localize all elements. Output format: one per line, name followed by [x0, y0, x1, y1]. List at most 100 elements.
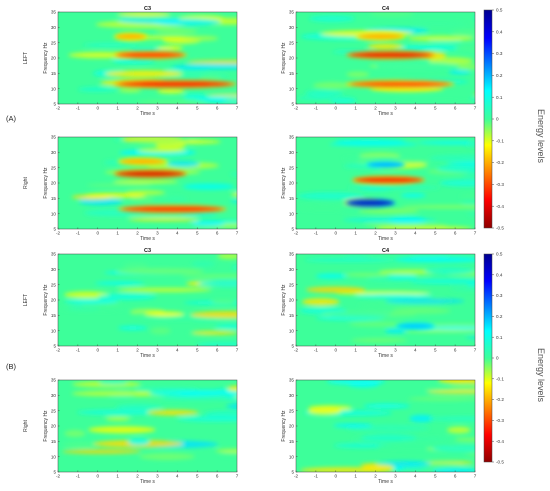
heatmap-texture — [460, 199, 475, 206]
x-tick-label: 4 — [414, 348, 417, 353]
heatmap-texture — [215, 449, 237, 453]
x-axis-label: Time s — [140, 479, 155, 485]
heatmap-texture — [431, 467, 475, 472]
plot-title: C4 — [382, 248, 390, 254]
x-tick-label: 6 — [454, 474, 457, 479]
x-tick-label: -1 — [76, 106, 81, 111]
heatmap-texture — [117, 287, 212, 293]
x-tick-label: 1 — [354, 348, 357, 353]
x-tick-label: 2 — [374, 106, 377, 111]
heatmap-texture — [207, 93, 237, 97]
x-tick-label: 4 — [176, 231, 179, 236]
y-tick-label: 30 — [289, 150, 295, 155]
heatmap-texture — [77, 87, 118, 92]
heatmap-texture — [225, 403, 237, 409]
heatmap-texture — [157, 88, 185, 94]
x-tick-label: 1 — [116, 106, 119, 111]
heatmap-texture — [343, 272, 389, 277]
y-tick-label: 25 — [51, 165, 57, 170]
x-tick-label: 1 — [116, 348, 119, 353]
plot-title: C3 — [144, 6, 151, 12]
heatmap-texture — [467, 211, 475, 217]
y-tick-label: 30 — [51, 267, 57, 272]
heatmap-band — [397, 323, 434, 329]
heatmap-plot: -2 -1 0 1 2 3 4 5 6 7 5 10 15 20 25 30 35 Time s Frequency… — [281, 135, 477, 242]
colorbar-tick-label: -0.4 — [496, 204, 504, 209]
x-tick-label: 0 — [334, 348, 337, 353]
heatmap-texture — [166, 161, 200, 168]
x-tick-label: 3 — [156, 231, 159, 236]
heatmap-texture — [112, 179, 179, 184]
colorbar-tick-label: -0.2 — [496, 160, 504, 165]
heatmap-texture — [296, 96, 336, 100]
heatmap-texture — [191, 330, 237, 335]
x-tick-label: 0 — [96, 474, 99, 479]
y-axis-label: Frequency Hz — [43, 410, 49, 442]
y-tick-label: 10 — [51, 328, 57, 333]
heatmap-band — [119, 158, 166, 165]
heatmap-texture — [220, 452, 237, 458]
heatmap-texture — [300, 467, 394, 472]
heatmap-texture — [183, 93, 207, 100]
x-axis-label: Time s — [378, 236, 393, 242]
x-tick-label: 4 — [176, 474, 179, 479]
y-axis-label: Frequency Hz — [43, 42, 49, 74]
heatmap-band — [118, 81, 233, 87]
x-tick-label: 0 — [96, 106, 99, 111]
heatmap-texture — [150, 327, 171, 335]
y-tick-label: 5 — [291, 227, 294, 232]
heatmap-texture — [76, 409, 167, 416]
x-tick-label: 7 — [236, 348, 239, 353]
x-tick-label: -1 — [76, 474, 81, 479]
heatmap-texture — [104, 70, 183, 78]
heatmap-texture — [196, 341, 237, 346]
y-tick-label: 20 — [289, 424, 295, 429]
y-tick-label: 15 — [289, 313, 295, 318]
heatmap-texture — [105, 417, 131, 421]
heatmap-texture — [437, 380, 475, 384]
heatmap-band — [116, 171, 185, 177]
y-axis-label: Frequency Hz — [281, 284, 287, 316]
colorbar-tick-label: 0.2 — [496, 314, 503, 319]
heatmap-texture — [144, 311, 185, 317]
y-tick-label: 20 — [51, 424, 57, 429]
heatmap-plot: -2 -1 0 1 2 3 4 5 6 7 5 10 15 20 25 30 35 Time s Frequency… — [281, 378, 477, 485]
heatmap-texture — [462, 172, 475, 179]
y-tick-label: 15 — [51, 313, 57, 318]
heatmap-texture — [428, 154, 475, 162]
heatmap-texture — [410, 278, 475, 285]
x-tick-label: 7 — [236, 474, 239, 479]
x-tick-label: 4 — [414, 474, 417, 479]
heatmap-texture — [156, 45, 184, 51]
heatmap-texture — [350, 338, 408, 343]
y-tick-label: 25 — [51, 40, 57, 45]
x-tick-label: -2 — [56, 106, 61, 111]
heatmap-texture — [384, 328, 407, 334]
x-tick-label: -2 — [56, 348, 61, 353]
heatmap-texture — [229, 199, 237, 203]
row-label: Right — [23, 177, 29, 189]
x-tick-label: -2 — [294, 474, 299, 479]
heatmap-texture — [473, 93, 475, 95]
heatmap-texture — [64, 298, 119, 304]
heatmap-texture — [128, 438, 150, 446]
heatmap-band — [350, 81, 451, 87]
colorbar-tick-label: 0.3 — [496, 293, 503, 298]
y-tick-label: 25 — [51, 282, 57, 287]
y-tick-label: 35 — [51, 252, 57, 257]
heatmap-plot: -2 -1 0 1 2 3 4 5 6 7 5 10 15 20 25 30 35 Time s Frequency… — [281, 6, 477, 117]
heatmap-texture — [95, 281, 145, 286]
heatmap-band — [122, 206, 223, 212]
colorbar-tick-label: 0.3 — [496, 51, 503, 56]
x-tick-label: 4 — [414, 106, 417, 111]
y-tick-label: 10 — [289, 211, 295, 216]
plot-title: C4 — [382, 6, 390, 12]
heatmap-texture — [333, 423, 373, 428]
x-tick-label: 1 — [354, 106, 357, 111]
heatmap-texture — [369, 12, 415, 17]
heatmap-texture — [136, 99, 208, 104]
y-tick-label: 20 — [51, 181, 57, 186]
x-tick-label: 3 — [156, 106, 159, 111]
heatmap-texture — [354, 294, 434, 299]
heatmap-texture — [181, 274, 237, 278]
